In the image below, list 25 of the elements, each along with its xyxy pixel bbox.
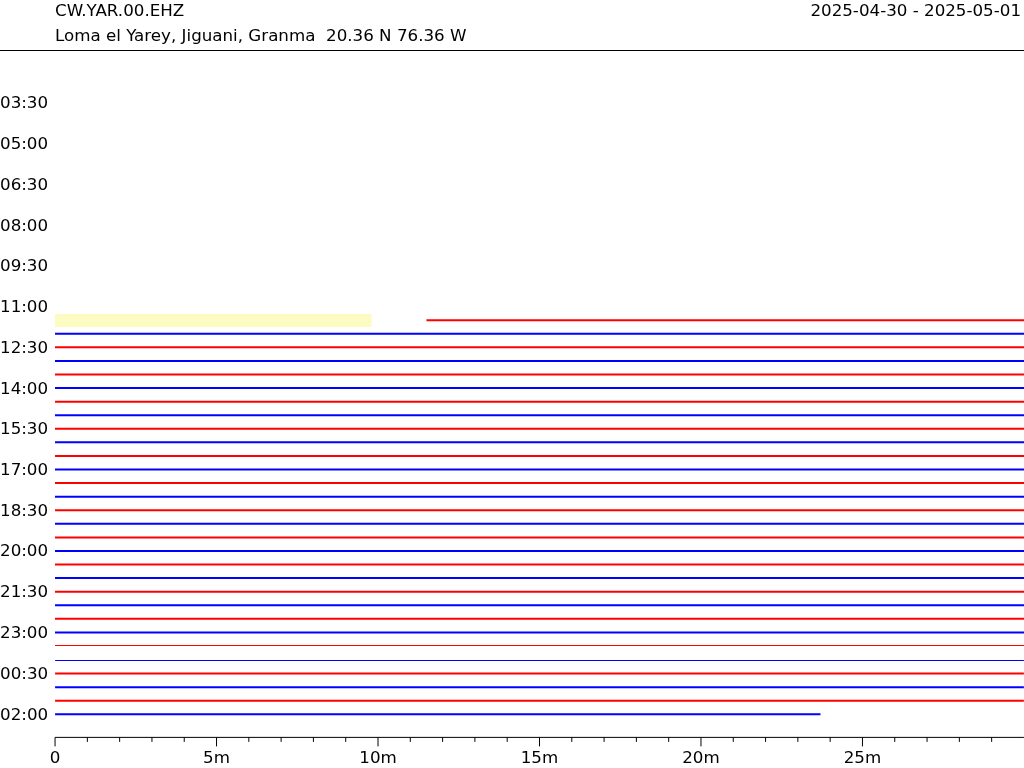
y-tick-label: 18:30 <box>0 500 49 520</box>
y-tick-label: 20:00 <box>0 541 49 561</box>
y-tick-label: 03:30 <box>0 93 49 113</box>
y-tick-label: 12:30 <box>0 337 49 357</box>
x-tick-label: 15m <box>520 747 559 767</box>
y-tick-label: 00:30 <box>0 663 49 683</box>
y-tick-label: 15:30 <box>0 419 49 439</box>
chart-title: CW.YAR.00.EHZ <box>55 0 185 20</box>
y-tick-label: 17:00 <box>0 460 49 480</box>
chart-subtitle: Loma el Yarey, Jiguani, Granma 20.36 N 76.36 W <box>55 25 467 45</box>
text: 2025-04-30 - 2025-05-01 <box>810 0 1021 20</box>
x-tick-label: 20m <box>682 747 720 767</box>
y-tick-label: 23:00 <box>0 622 49 642</box>
x-tick-label: 25m <box>843 747 882 767</box>
y-tick-label: 02:00 <box>0 704 49 724</box>
y-tick-label: 08:00 <box>0 215 49 235</box>
y-tick-label: 11:00 <box>0 297 49 317</box>
y-tick-label: 09:30 <box>0 256 49 276</box>
y-tick-label: 05:00 <box>0 134 49 154</box>
x-tick-label: 5m <box>203 747 230 767</box>
y-tick-label: 21:30 <box>0 582 49 602</box>
y-tick-label: 06:30 <box>0 174 49 194</box>
x-tick-label: 10m <box>359 747 397 767</box>
x-tick-label: 0 <box>49 747 61 767</box>
y-tick-label: 14:00 <box>0 378 49 398</box>
